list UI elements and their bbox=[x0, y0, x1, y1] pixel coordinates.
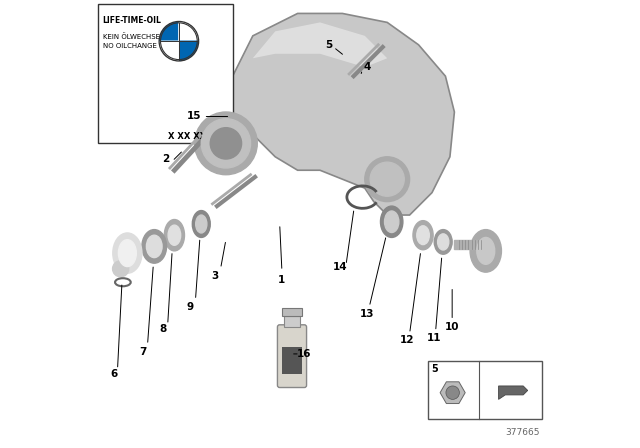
Bar bbox=[454, 240, 484, 249]
Circle shape bbox=[202, 119, 251, 168]
Polygon shape bbox=[499, 386, 528, 400]
Text: 5: 5 bbox=[431, 364, 438, 374]
Ellipse shape bbox=[413, 221, 433, 250]
Ellipse shape bbox=[385, 211, 399, 233]
FancyBboxPatch shape bbox=[282, 347, 302, 374]
Ellipse shape bbox=[168, 225, 180, 246]
Text: 8: 8 bbox=[159, 324, 167, 334]
Circle shape bbox=[195, 112, 257, 175]
Text: NO OILCHANGE: NO OILCHANGE bbox=[103, 43, 157, 48]
Text: 15: 15 bbox=[188, 112, 202, 121]
Ellipse shape bbox=[380, 206, 403, 237]
Text: 16: 16 bbox=[297, 349, 312, 359]
Ellipse shape bbox=[417, 226, 429, 245]
Circle shape bbox=[113, 261, 129, 277]
Text: 9: 9 bbox=[186, 302, 194, 312]
Text: 3: 3 bbox=[211, 271, 218, 280]
Ellipse shape bbox=[470, 229, 502, 272]
Text: 2: 2 bbox=[162, 154, 169, 164]
Text: 14: 14 bbox=[333, 262, 348, 271]
Bar bbox=[282, 308, 302, 316]
Circle shape bbox=[446, 386, 460, 400]
Text: 11: 11 bbox=[427, 333, 442, 343]
Wedge shape bbox=[161, 41, 179, 60]
FancyBboxPatch shape bbox=[278, 325, 307, 388]
Polygon shape bbox=[253, 22, 387, 67]
Ellipse shape bbox=[477, 237, 495, 264]
Circle shape bbox=[370, 162, 404, 196]
Ellipse shape bbox=[196, 215, 207, 233]
Text: 1: 1 bbox=[278, 275, 285, 285]
Ellipse shape bbox=[164, 220, 184, 251]
Polygon shape bbox=[221, 13, 454, 215]
Wedge shape bbox=[179, 23, 197, 41]
Text: 5: 5 bbox=[325, 40, 333, 50]
Wedge shape bbox=[161, 23, 179, 41]
Ellipse shape bbox=[193, 211, 211, 237]
Circle shape bbox=[365, 157, 410, 202]
Text: LIFE-TIME-OIL: LIFE-TIME-OIL bbox=[103, 16, 161, 25]
Ellipse shape bbox=[142, 229, 166, 263]
Circle shape bbox=[159, 22, 198, 61]
Text: 12: 12 bbox=[400, 336, 415, 345]
Ellipse shape bbox=[435, 229, 452, 254]
FancyBboxPatch shape bbox=[99, 4, 233, 143]
Bar bbox=[284, 316, 300, 327]
Text: 6: 6 bbox=[110, 369, 118, 379]
Wedge shape bbox=[179, 41, 197, 60]
Circle shape bbox=[210, 128, 242, 159]
Text: 10: 10 bbox=[445, 322, 460, 332]
Ellipse shape bbox=[113, 233, 142, 273]
Text: KEIN ÖLWECHSEL: KEIN ÖLWECHSEL bbox=[103, 34, 164, 40]
Text: 13: 13 bbox=[360, 309, 374, 319]
Text: X XX XXX XXX: X XX XXX XXX bbox=[168, 132, 235, 141]
FancyBboxPatch shape bbox=[428, 361, 541, 419]
Ellipse shape bbox=[118, 240, 136, 267]
Text: 4: 4 bbox=[364, 62, 371, 72]
Text: 7: 7 bbox=[140, 347, 147, 357]
Text: 377665: 377665 bbox=[505, 428, 540, 437]
Ellipse shape bbox=[147, 235, 162, 258]
Ellipse shape bbox=[438, 234, 449, 250]
